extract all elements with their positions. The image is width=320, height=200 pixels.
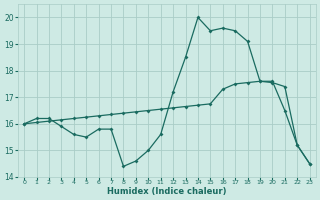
X-axis label: Humidex (Indice chaleur): Humidex (Indice chaleur) <box>107 187 227 196</box>
